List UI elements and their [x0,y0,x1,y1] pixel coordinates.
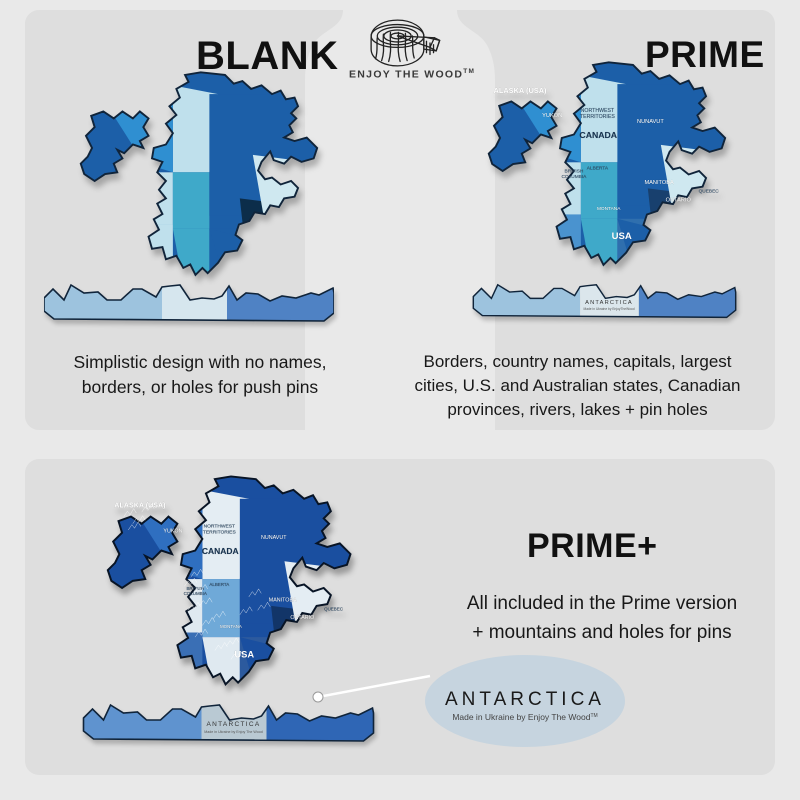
svg-text:Made in Ukraine by Enjoy The W: Made in Ukraine by Enjoy The WoodTM [452,712,597,722]
svg-text:ANTARCTICA: ANTARCTICA [445,689,605,710]
